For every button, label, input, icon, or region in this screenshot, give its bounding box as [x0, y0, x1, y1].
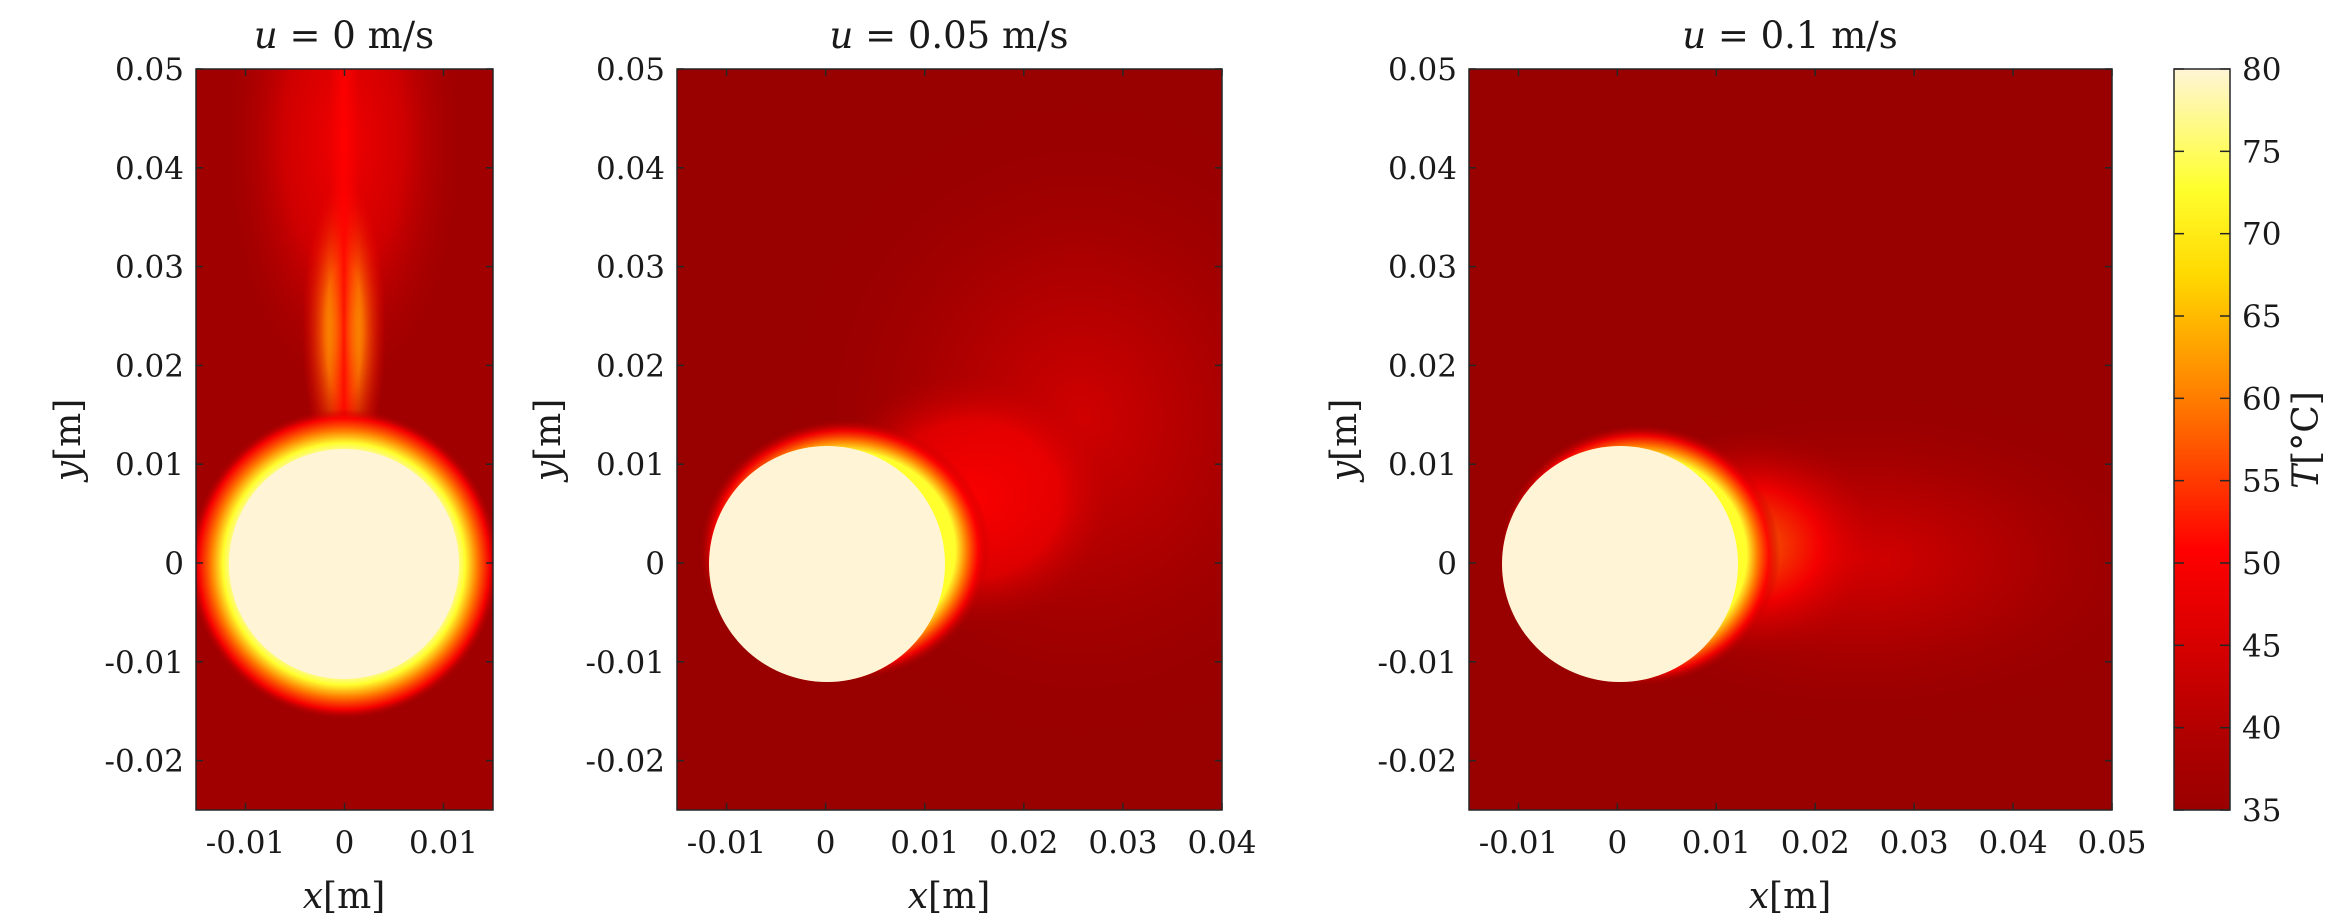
plume-core — [329, 69, 359, 449]
axes-box — [1468, 68, 2113, 811]
x-tick-label: 0.02 — [1781, 825, 1850, 861]
y-tick-label: 0 — [1437, 546, 1457, 582]
panel-u-0: u = 0 m/s -0.01 0 0.01 -0.02 -0.01 0 0.01 0.02… — [48, 14, 494, 917]
x-ticks: -0.01 0 0.01 — [206, 69, 478, 861]
colorbar-tick-label: 55 — [2242, 464, 2281, 500]
svg-text:u = 0.05 m/s: u = 0.05 m/s — [829, 14, 1068, 57]
y-axis-label: y[m] — [1324, 399, 1365, 484]
y-ticks: -0.02 -0.01 0 0.01 0.02 0.03 0.04 0.05 — [105, 52, 493, 780]
y-tick-label: 0.05 — [1388, 52, 1457, 88]
panel-u-0-05: u = 0.05 m/s -0.01 0 0.01 0.02 0.03 0.04 -0.0… — [528, 14, 1257, 917]
colorbar-tick-label: 70 — [2242, 217, 2281, 253]
y-tick-label: 0.03 — [1388, 250, 1457, 286]
y-tick-label: -0.01 — [586, 645, 666, 681]
colorbar-tick-label: 40 — [2242, 711, 2281, 747]
title: u = 0 m/s — [254, 14, 434, 57]
x-axis-label: x[m] — [303, 876, 386, 917]
title: u = 0.1 m/s — [1682, 14, 1898, 57]
colorbar-tick-label: 65 — [2242, 299, 2281, 335]
x-tick-label: 0.04 — [1979, 825, 2048, 861]
heatmap-field — [677, 69, 1222, 810]
x-axis-label: x[m] — [908, 876, 991, 917]
y-tick-label: 0.03 — [596, 250, 665, 286]
x-tick-label: 0.03 — [1088, 825, 1157, 861]
y-tick-label: 0.04 — [1388, 151, 1457, 187]
y-tick-label: 0.02 — [115, 348, 184, 384]
y-tick-label: 0 — [164, 546, 184, 582]
colorbar-tick-label: 45 — [2242, 628, 2281, 664]
heatmap-field — [1469, 69, 2112, 810]
heatmap-field — [196, 69, 493, 810]
y-tick-label: 0.05 — [596, 52, 665, 88]
colorbar-tick-label: 80 — [2242, 52, 2281, 88]
y-tick-label: -0.02 — [586, 744, 666, 780]
x-tick-label: 0.01 — [1682, 825, 1751, 861]
colorbar-tick-label: 35 — [2242, 793, 2281, 829]
y-tick-label: 0.01 — [1388, 447, 1457, 483]
y-tick-label: 0.02 — [596, 348, 665, 384]
axes-box — [676, 68, 1223, 811]
x-tick-label: 0 — [816, 825, 836, 861]
svg-text:u = 0 m/s: u = 0 m/s — [254, 14, 434, 57]
x-ticks: -0.01 0 0.01 0.02 0.03 0.04 — [687, 69, 1257, 861]
colorbar-gradient — [2173, 68, 2231, 811]
y-tick-label: 0.02 — [1388, 348, 1457, 384]
y-tick-label: 0.05 — [115, 52, 184, 88]
y-tick-label: -0.01 — [1378, 645, 1458, 681]
y-ticks: -0.02 -0.01 0 0.01 0.02 0.03 0.04 0.05 — [1378, 52, 2112, 780]
x-ticks: -0.01 0 0.01 0.02 0.03 0.04 0.05 — [1479, 69, 2147, 861]
colorbar-label: T[°C] — [2286, 391, 2327, 489]
panel-u-0-1: u = 0.1 m/s -0.01 0 0.01 0.02 0.03 0.04 0.05 -… — [1324, 14, 2147, 917]
svg-text:u = 0.1 m/s: u = 0.1 m/s — [1682, 14, 1898, 57]
x-tick-label: -0.01 — [1479, 825, 1559, 861]
x-tick-label: -0.01 — [687, 825, 767, 861]
y-tick-label: -0.02 — [1378, 744, 1458, 780]
x-tick-label: 0.03 — [1880, 825, 1949, 861]
heat-source — [1502, 446, 1738, 682]
y-tick-label: 0.04 — [596, 151, 665, 187]
x-tick-label: 0.01 — [890, 825, 959, 861]
y-tick-label: 0.01 — [115, 447, 184, 483]
y-tick-label: 0.01 — [596, 447, 665, 483]
y-tick-label: 0.03 — [115, 250, 184, 286]
y-tick-label: 0.04 — [115, 151, 184, 187]
y-tick-label: 0 — [645, 546, 665, 582]
y-tick-label: -0.01 — [105, 645, 185, 681]
y-axis-label: y[m] — [528, 399, 569, 484]
colorbar-tick-label: 60 — [2242, 381, 2281, 417]
x-tick-label: 0.02 — [989, 825, 1058, 861]
colorbar-tick-label: 75 — [2242, 134, 2281, 170]
title: u = 0.05 m/s — [829, 14, 1068, 57]
colorbar-tick-label: 50 — [2242, 546, 2281, 582]
x-tick-label: 0 — [1608, 825, 1628, 861]
heat-source — [229, 449, 459, 679]
x-tick-label: -0.01 — [206, 825, 286, 861]
colorbar-ticks: 35 40 45 50 55 60 65 70 75 80 — [2174, 52, 2281, 829]
y-ticks: -0.02 -0.01 0 0.01 0.02 0.03 0.04 0.05 — [586, 52, 1222, 780]
x-tick-label: 0.05 — [2077, 825, 2146, 861]
x-tick-label: 0.01 — [409, 825, 478, 861]
heat-source — [709, 446, 945, 682]
x-axis-label: x[m] — [1749, 876, 1832, 917]
y-tick-label: -0.02 — [105, 744, 185, 780]
y-axis-label: y[m] — [48, 399, 89, 484]
x-tick-label: 0 — [335, 825, 355, 861]
x-tick-label: 0.04 — [1187, 825, 1256, 861]
colorbar: 35 40 45 50 55 60 65 70 75 80 T[°C] — [2173, 52, 2327, 829]
